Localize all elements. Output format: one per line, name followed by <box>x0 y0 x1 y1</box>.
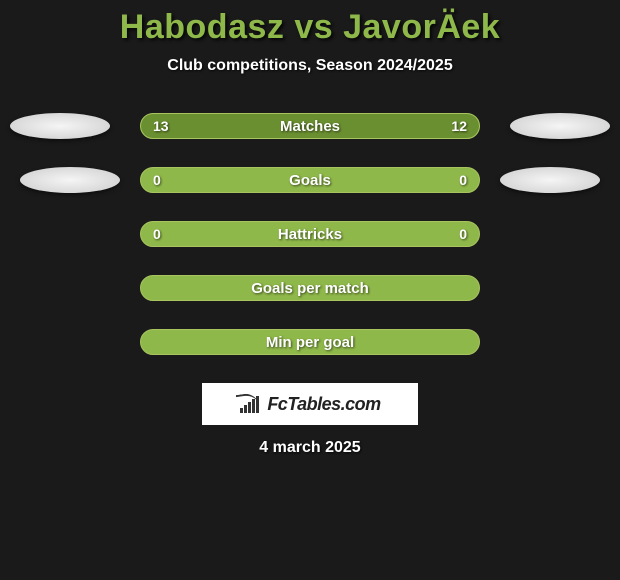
site-logo[interactable]: FcTables.com <box>202 383 418 425</box>
stats-list: 13 Matches 12 0 Goals 0 0 Hattricks 0 Goals per m… <box>0 113 620 355</box>
page-title: Habodasz vs JavorÄek <box>0 8 620 47</box>
stat-row-wrap: 0 Hattricks 0 <box>0 221 620 247</box>
stat-row-wrap: 13 Matches 12 <box>0 113 620 139</box>
stat-row: 0 Hattricks 0 <box>140 221 480 247</box>
stat-left-value: 13 <box>153 118 169 134</box>
stat-left-value: 0 <box>153 172 161 188</box>
footer-date: 4 march 2025 <box>0 439 620 457</box>
page-subtitle: Club competitions, Season 2024/2025 <box>0 57 620 75</box>
stat-right-value: 0 <box>459 226 467 242</box>
stat-label: Goals per match <box>251 280 369 297</box>
stat-label: Matches <box>280 118 340 135</box>
bar-chart-icon <box>239 395 261 413</box>
stat-row: Min per goal <box>140 329 480 355</box>
stat-row-wrap: 0 Goals 0 <box>0 167 620 193</box>
stat-row-wrap: Goals per match <box>0 275 620 301</box>
player-ellipse-left <box>10 113 110 139</box>
stat-row: 13 Matches 12 <box>140 113 480 139</box>
player-ellipse-right <box>510 113 610 139</box>
comparison-card: Habodasz vs JavorÄek Club competitions, … <box>0 0 620 457</box>
stat-right-value: 0 <box>459 172 467 188</box>
stat-label: Goals <box>289 172 331 189</box>
player-ellipse-right <box>500 167 600 193</box>
stat-label: Hattricks <box>278 226 342 243</box>
stat-label: Min per goal <box>266 334 354 351</box>
stat-left-value: 0 <box>153 226 161 242</box>
stat-row: Goals per match <box>140 275 480 301</box>
stat-row: 0 Goals 0 <box>140 167 480 193</box>
stat-row-wrap: Min per goal <box>0 329 620 355</box>
stat-right-value: 12 <box>451 118 467 134</box>
player-ellipse-left <box>20 167 120 193</box>
logo-text: FcTables.com <box>267 394 380 415</box>
